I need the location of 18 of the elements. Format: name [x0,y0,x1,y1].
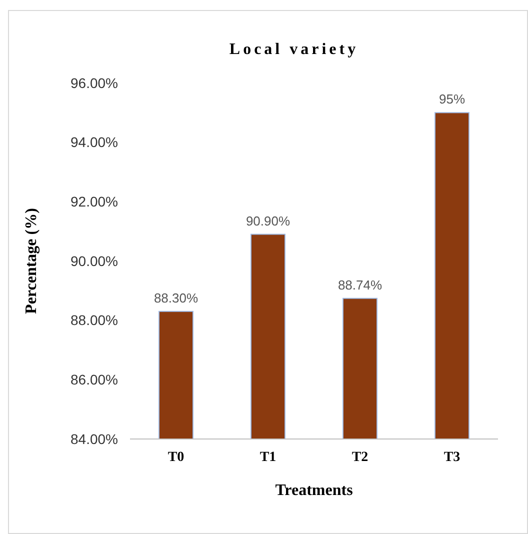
data-label: 88.30% [154,290,198,306]
data-label: 90.90% [246,213,290,228]
y-tick-label: 90.00% [70,252,118,269]
y-tick-label: 92.00% [70,194,118,210]
y-tick-label: 88.00% [70,312,118,328]
y-tick-label: 84.00% [70,430,118,447]
y-tick-label: 86.00% [70,372,118,388]
x-tick-label: T3 [444,450,460,465]
x-tick-label: T0 [168,450,184,465]
data-label: 95% [438,92,466,107]
x-tick-label: T2 [352,450,368,465]
x-tick-label: T1 [260,450,276,465]
y-axis-title: Percentage (%) [23,208,40,314]
data-label: 88.74% [338,277,382,292]
chart-title: Local variety [229,41,359,58]
x-axis-title: Treatments [275,482,353,499]
y-tick-label: 96.00% [70,74,118,91]
y-tick-label: 94.00% [70,134,118,150]
